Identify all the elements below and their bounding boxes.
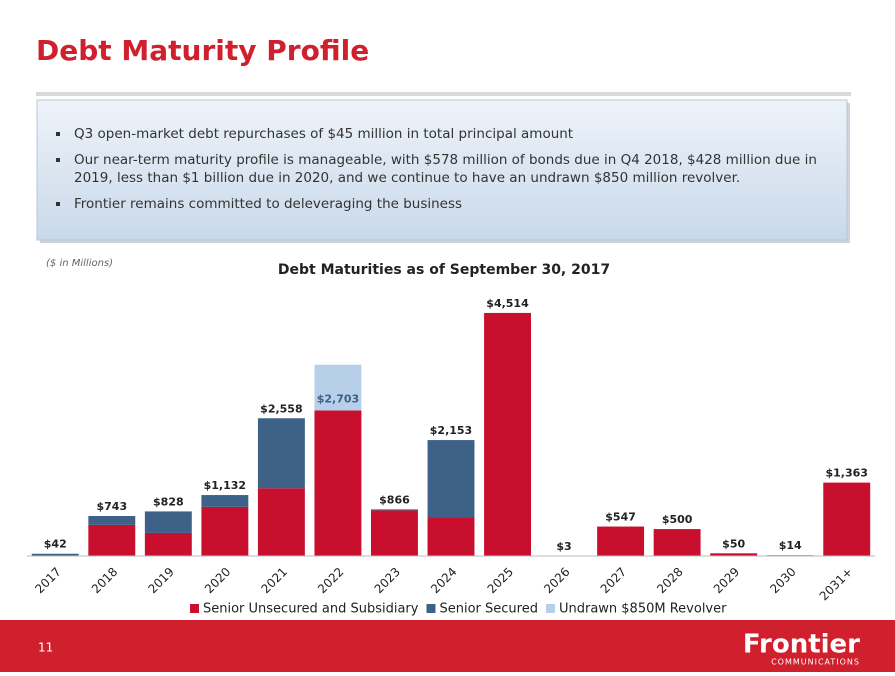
bullet-text: Frontier remains committed to deleveragi…	[74, 196, 462, 212]
units-note: ($ in Millions)	[46, 258, 113, 269]
legend-label: Senior Unsecured and Subsidiary	[203, 602, 419, 617]
bar-segment	[201, 495, 248, 507]
logo-sub: COMMUNICATIONS	[771, 658, 860, 667]
bar-segment	[823, 483, 870, 556]
bar-segment	[654, 529, 701, 556]
bar-segment	[428, 440, 475, 517]
total-label: $2,703	[317, 392, 359, 405]
legend: Senior Unsecured and Subsidiary Senior Se…	[190, 602, 727, 617]
total-label: $3	[556, 540, 571, 553]
bar-segment	[597, 527, 644, 556]
legend-label: Senior Secured	[439, 602, 537, 617]
bar-segment	[258, 488, 305, 556]
legend-swatch	[426, 604, 435, 613]
legend-swatch	[546, 604, 555, 613]
bullet-marker	[56, 132, 60, 136]
legend-label: Undrawn $850M Revolver	[559, 602, 727, 617]
chart-title: Debt Maturities as of September 30, 2017	[278, 262, 610, 278]
total-label: $547	[605, 511, 636, 524]
total-label: $500	[662, 513, 693, 526]
slide-title: Debt Maturity Profile	[36, 34, 369, 67]
total-label: $2,558	[260, 402, 302, 415]
page-number: 11	[38, 641, 53, 655]
bullet-text: Q3 open-market debt repurchases of $45 m…	[74, 126, 573, 142]
bar-segment	[428, 517, 475, 556]
bullet-marker	[56, 158, 60, 162]
title-rule	[36, 92, 851, 96]
total-label: $828	[153, 495, 184, 508]
logo: Frontier	[743, 630, 860, 660]
bar-segment	[371, 509, 418, 510]
bar-segment	[484, 313, 531, 556]
bar-segment	[88, 516, 135, 525]
total-label: $14	[779, 539, 802, 552]
bar-segment	[371, 510, 418, 556]
bullet-marker	[56, 202, 60, 206]
total-label: $743	[96, 500, 127, 513]
bar-segment	[258, 418, 305, 488]
bar-segment	[145, 511, 192, 533]
total-label: $1,132	[204, 479, 246, 492]
bar-segment	[88, 525, 135, 556]
total-label: $1,363	[826, 467, 868, 480]
total-label: $42	[44, 538, 67, 551]
total-label: $2,153	[430, 424, 472, 437]
total-label: $866	[379, 493, 410, 506]
bar-segment	[145, 533, 192, 556]
legend-swatch	[190, 604, 199, 613]
bar-segment	[314, 410, 361, 556]
bar-segment	[201, 507, 248, 556]
total-label: $50	[722, 537, 745, 550]
total-label: $4,514	[486, 297, 529, 310]
